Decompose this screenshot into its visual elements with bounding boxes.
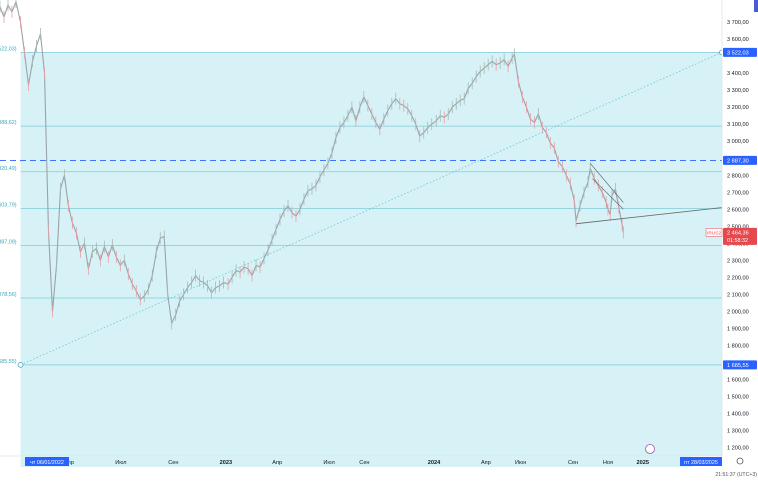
- fib-bottom-price-tag-box: [723, 360, 757, 370]
- y-tick-label: 3 400,00: [727, 71, 749, 77]
- y-tick-label: 1 500,00: [727, 394, 749, 400]
- y-tick-label: 1 300,00: [727, 428, 749, 434]
- range-start-box: [25, 457, 69, 466]
- y-tick-label: 2 700,00: [727, 190, 749, 196]
- x-tick-label: 2025: [637, 460, 649, 466]
- y-tick-label: 3 100,00: [727, 122, 749, 128]
- y-tick-label: 1 200,00: [727, 445, 749, 451]
- settings-icon: [736, 457, 744, 465]
- y-tick-label: 2 200,00: [727, 275, 749, 281]
- x-tick-label: Июн: [515, 460, 526, 466]
- x-tick-label: Сен: [359, 460, 369, 466]
- x-tick-label: Апр: [272, 460, 282, 466]
- fib-level-label: 0.618 (2387,09): [0, 240, 17, 246]
- y-tick-label: 1 400,00: [727, 411, 749, 417]
- y-tick-label: 2 800,00: [727, 173, 749, 179]
- fib-bottom-price-tag: 1 685,55: [727, 363, 749, 369]
- x-tick-label: Июл: [323, 460, 334, 466]
- y-tick-label: 1 800,00: [727, 343, 749, 349]
- x-tick-label: Сен: [568, 460, 578, 466]
- fib-top-price-tag-box: [723, 47, 757, 57]
- time-range-highlight: [20, 456, 692, 467]
- y-tick-label: 2 500,00: [727, 224, 749, 230]
- y-tick-label: 2 300,00: [727, 258, 749, 264]
- range-start-label: чт 06/01/2022: [30, 460, 64, 466]
- x-tick-label: Июл: [115, 460, 126, 466]
- footer-time: 21:51:37 (UTC+3): [715, 472, 757, 477]
- fib-level-label: 0.786 (2078,56): [0, 292, 17, 298]
- y-tick-label: 3 000,00: [727, 139, 749, 145]
- x-tick-label: Апр: [64, 460, 74, 466]
- y-tick-label: 1 900,00: [727, 326, 749, 332]
- x-tick-label: Ноя: [603, 460, 613, 466]
- edge-marker: [754, 0, 758, 12]
- range-end-box: [680, 457, 722, 466]
- dashed-price-tag: 2 887,30: [727, 158, 749, 164]
- instrument-tag: IRUS2: [707, 230, 721, 236]
- fib-top-price-tag: 3 522,03: [727, 50, 749, 56]
- x-tick-label: 2024: [428, 460, 441, 466]
- x-tick-label: Апр: [481, 460, 491, 466]
- y-tick-label: 2 100,00: [727, 292, 749, 298]
- wedge-line: [589, 163, 624, 203]
- x-tick-label: 2023: [220, 460, 232, 466]
- support-line: [575, 207, 723, 225]
- y-tick-label: 3 200,00: [727, 105, 749, 111]
- replay-icon: [645, 444, 655, 454]
- y-tick-label: 3 300,00: [727, 88, 749, 94]
- fib-level-label: 0.236 (3088,62): [0, 120, 17, 126]
- y-tick-label: 2 000,00: [727, 309, 749, 315]
- dashed-price-tag-box: [723, 155, 757, 165]
- last-price-box: [723, 227, 757, 245]
- instrument-tag-box: [705, 228, 723, 237]
- wedge-line: [592, 178, 624, 210]
- x-tick-label: Сен: [168, 460, 178, 466]
- anchor-point: [17, 361, 24, 368]
- fib-zone-lower: [20, 364, 722, 456]
- y-tick-label: 3 600,00: [727, 37, 749, 43]
- fib-level-label: 0.5 (2603,79): [0, 203, 17, 209]
- last-price-label: 2 464,36: [727, 230, 749, 236]
- fib-level-label: 0.382 (2820,49): [0, 166, 17, 172]
- y-tick-label: 2 600,00: [727, 207, 749, 213]
- y-tick-label: 1 600,00: [727, 377, 749, 383]
- countdown-label: 01:58:32: [727, 238, 748, 244]
- range-end-label: пт 28/03/2025: [684, 460, 718, 466]
- y-tick-label: 3 700,00: [727, 20, 749, 26]
